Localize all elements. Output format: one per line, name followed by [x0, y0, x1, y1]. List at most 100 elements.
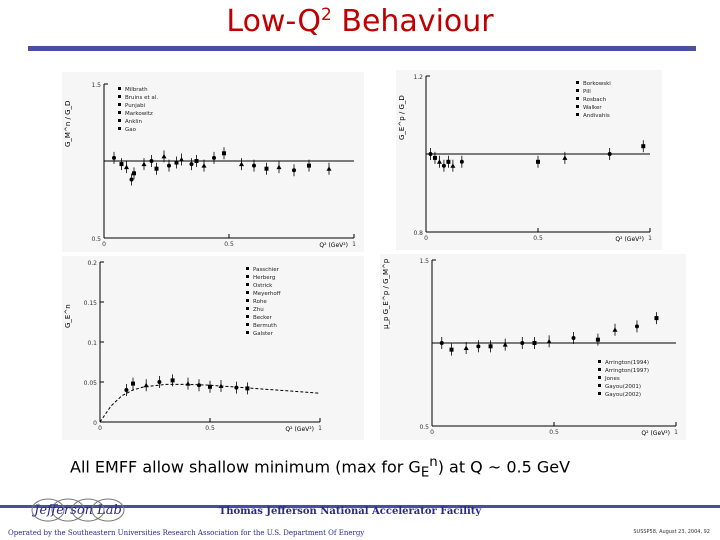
legend-entry: Arrington(1997) — [605, 368, 649, 374]
data-point — [612, 327, 618, 332]
x-tick-label: 0.5 — [549, 429, 559, 436]
legend-marker — [576, 97, 579, 100]
data-point — [571, 336, 576, 341]
legend-entry: Galster — [253, 331, 274, 337]
data-point — [520, 341, 525, 345]
legend-entry: Zhu — [253, 307, 264, 313]
logo-text: Jefferson Lab — [31, 503, 122, 518]
data-point — [439, 341, 444, 345]
y-tick-label: 0.2 — [87, 260, 97, 267]
data-point — [170, 378, 175, 383]
legend-entry: Milbrath — [125, 87, 148, 93]
y-tick-label: 0.05 — [84, 380, 98, 387]
data-point — [502, 342, 508, 347]
legend-entry: Walker — [583, 105, 602, 111]
data-point — [218, 383, 224, 388]
data-point — [174, 160, 179, 165]
y-axis-label: G_M^n / G_D — [64, 101, 72, 147]
legend-entry: Passchier — [253, 267, 280, 273]
chart-gen: 0.2 0.15 0.1 0.05 0 0 0.5 1 Q² (GeV²) G_E^n Passch… — [62, 256, 364, 440]
chart-svg: 1.50.50 0.5 1Q² (GeV²)μ_p G_E^p / G_M^pArr… — [382, 258, 678, 437]
y-axis-label: G_E^p / G_D — [398, 95, 406, 140]
data-point — [446, 159, 451, 164]
data-point — [157, 380, 162, 384]
data-point — [432, 155, 437, 160]
legend-marker — [118, 111, 121, 114]
data-point — [536, 159, 540, 164]
x-axis-label: Q² (GeV²) — [641, 430, 670, 437]
x-tick-label: 0.5 — [533, 235, 543, 242]
y-tick-label: 0.5 — [91, 236, 101, 243]
data-point — [595, 337, 600, 342]
data-point — [208, 384, 212, 389]
legend-marker — [246, 307, 249, 310]
jefferson-lab-logo: Jefferson Lab — [31, 498, 125, 522]
data-point — [132, 171, 136, 176]
title-rule — [28, 46, 696, 51]
data-point — [124, 164, 129, 170]
legend-marker — [576, 89, 579, 92]
data-point — [245, 386, 250, 391]
chart-svg: 1.50.50 0.5 1Q² (GeV²)G_M^n / G_DMilbrathB… — [64, 82, 356, 249]
chart-svg: 1.2 0.80 0.5 1 Q² (GeV²) G_E^p / G_D Borkowski… — [398, 74, 652, 243]
legend-entry: Gayou(2002) — [605, 392, 641, 398]
legend-marker — [576, 113, 579, 116]
footer-rule — [0, 505, 720, 508]
y-tick-label: 0.1 — [87, 340, 97, 347]
y-tick-label: 1.5 — [91, 82, 101, 89]
legend-entry: Markowitz — [125, 111, 153, 117]
legend-entry: Bruins et al. — [125, 95, 158, 101]
data-point — [197, 383, 201, 388]
legend-marker — [246, 331, 249, 334]
data-point — [161, 153, 167, 159]
data-point — [149, 159, 154, 163]
chart-gmn: 1.5 0.5 0 0.5 1 Q² (GeV²) G_M^n / G_D Milbrath B… — [62, 72, 364, 252]
legend-entry: Herberg — [253, 275, 275, 281]
x-tick-label: 0 — [430, 429, 434, 436]
legend-entry: Rosbach — [583, 97, 607, 103]
legend-marker — [118, 103, 121, 106]
legend-marker — [598, 392, 601, 395]
x-axis-label: Q² (GeV²) — [319, 242, 348, 249]
legend-entry: Rohe — [253, 299, 267, 305]
data-point — [428, 152, 433, 156]
data-point — [234, 385, 239, 390]
conference-label: SUSSP58, August 23, 2004, 92 — [633, 529, 710, 535]
data-point — [654, 316, 659, 321]
legend-entry: Andivahis — [583, 113, 610, 119]
data-point — [212, 155, 216, 160]
data-point — [167, 163, 171, 168]
x-tick-label: 1 — [648, 235, 652, 242]
legend-marker — [246, 275, 249, 278]
chart-ratio: 1.5 0.5 0 0.5 1 Q² (GeV²) μ_p G_E^p / G_M^p Arr… — [380, 254, 686, 440]
legend-marker — [118, 87, 121, 90]
data-point — [307, 163, 311, 168]
data-point — [119, 162, 124, 167]
data-point — [179, 156, 184, 162]
data-point — [112, 155, 116, 160]
data-point — [264, 166, 269, 171]
data-point — [463, 345, 469, 350]
y-axis-label: G_E^n — [64, 304, 72, 328]
legend-entry: Borkowski — [583, 81, 611, 87]
legend-marker — [118, 119, 121, 122]
legend-entry: Anklin — [125, 119, 142, 125]
legend-entry: Becker — [253, 315, 273, 321]
legend-entry: Punjabi — [125, 103, 146, 109]
data-point — [436, 159, 442, 164]
data-point — [488, 344, 493, 349]
x-tick-label: 1 — [318, 425, 322, 432]
data-point — [441, 163, 446, 168]
y-tick-label: 0 — [93, 420, 97, 427]
legend-marker — [246, 299, 249, 302]
y-tick-label: 0.15 — [84, 300, 98, 307]
data-point — [201, 163, 207, 168]
chart-gep: 1.2 0.8 0 0.5 1 Q² (GeV²) G_E^p / G_D Borkowski… — [396, 70, 662, 250]
x-axis-label: Q² (GeV²) — [285, 426, 314, 433]
legend-entry: Ostrick — [253, 283, 273, 289]
data-point — [641, 144, 646, 149]
legend-entry: Bermuth — [253, 323, 277, 329]
data-point — [562, 155, 568, 160]
x-axis-label: Q² (GeV²) — [615, 236, 644, 243]
data-point — [154, 166, 159, 171]
